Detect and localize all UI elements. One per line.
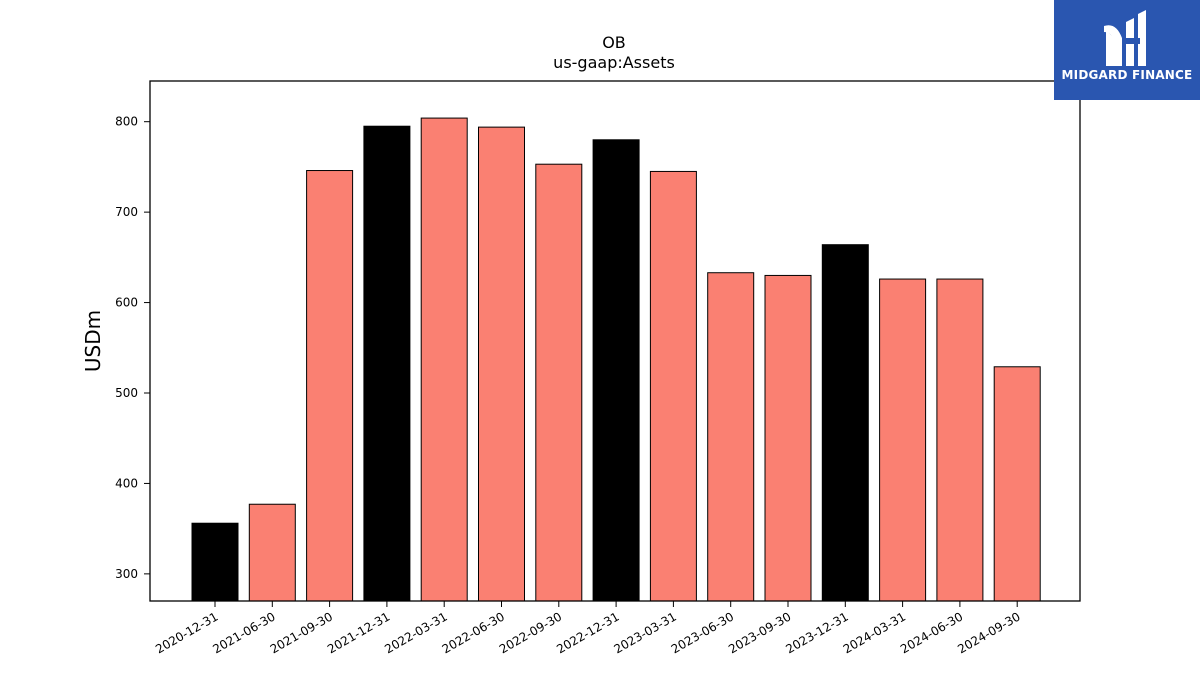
chart-subtitle: us-gaap:Assets [553, 53, 675, 72]
bar-2023-03-31 [649, 170, 697, 602]
x-tick-label: 2021-09-30 [268, 609, 335, 656]
bar-2024-06-30 [936, 278, 984, 602]
y-tick-label: 600 [115, 296, 138, 310]
brand-logo: MIDGARD FINANCE [1054, 0, 1200, 100]
bar-2023-09-30 [764, 274, 812, 602]
y-tick-label: 800 [115, 115, 138, 129]
bar-2021-12-31 [363, 125, 411, 602]
x-axis-ticks: 2020-12-312021-06-302021-09-302021-12-31… [153, 601, 1023, 656]
bar-series [191, 117, 1041, 602]
bar-2024-09-30 [993, 366, 1041, 602]
x-tick-label: 2023-06-30 [669, 609, 736, 656]
y-tick-label: 500 [115, 386, 138, 400]
x-tick-label: 2021-06-30 [210, 609, 277, 656]
bar-2022-12-31 [592, 139, 640, 602]
bar-2024-03-31 [879, 278, 927, 602]
x-tick-label: 2021-12-31 [325, 609, 392, 656]
plot-area-frame [149, 80, 1081, 602]
bar-2020-12-31 [191, 522, 239, 602]
y-axis-ticks: 300 400 500 600 700 800 [115, 115, 150, 581]
x-tick-label: 2023-09-30 [726, 609, 793, 656]
bar-2021-09-30 [306, 170, 354, 602]
x-tick-label: 2024-09-30 [955, 609, 1022, 656]
x-tick-label: 2022-06-30 [440, 609, 507, 656]
bar-2022-03-31 [420, 117, 468, 602]
x-tick-label: 2022-09-30 [497, 609, 564, 656]
bar-2022-06-30 [478, 126, 525, 602]
x-tick-label: 2024-03-31 [841, 609, 908, 656]
bar-2023-12-31 [821, 244, 869, 602]
x-tick-label: 2022-12-31 [554, 609, 621, 656]
y-tick-label: 400 [115, 476, 138, 490]
bar-2021-06-30 [248, 503, 296, 602]
brand-name: MIDGARD FINANCE [1061, 68, 1193, 82]
y-tick-label: 300 [115, 567, 138, 581]
x-tick-label: 2022-03-31 [382, 609, 449, 656]
y-tick-label: 700 [115, 205, 138, 219]
chart-title: OB [602, 33, 626, 52]
x-tick-label: 2023-12-31 [783, 609, 850, 656]
x-tick-label: 2024-06-30 [898, 609, 965, 656]
x-tick-label: 2020-12-31 [153, 609, 220, 656]
bar-2023-06-30 [707, 272, 755, 602]
midgard-logo-icon [1104, 10, 1146, 66]
y-axis-label: USDm [81, 310, 105, 372]
bar-2022-09-30 [535, 163, 583, 602]
x-tick-label: 2023-03-31 [611, 609, 678, 656]
